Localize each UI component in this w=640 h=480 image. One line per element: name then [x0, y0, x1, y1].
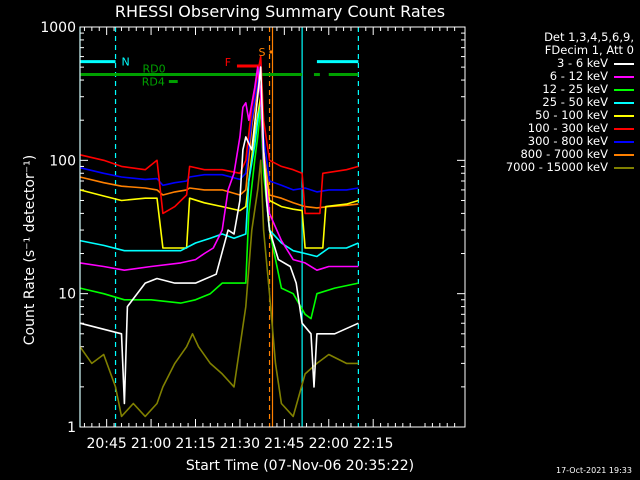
series-line: [79, 66, 359, 405]
legend-item: 3 - 6 keV: [482, 57, 634, 70]
flag-label: RD4: [142, 76, 165, 89]
legend-swatch: [614, 153, 634, 156]
y-tick-label: 1: [67, 420, 76, 436]
x-tick-label: 22:00: [309, 436, 349, 452]
legend-label: 800 - 7000 keV: [520, 147, 608, 161]
legend-item: 300 - 800 keV: [482, 135, 634, 148]
x-tick-label: 21:00: [131, 436, 171, 452]
legend-label: 25 - 50 keV: [542, 95, 608, 109]
flag-label: RD0: [142, 63, 165, 76]
legend-item: 800 - 7000 keV: [482, 148, 634, 161]
legend-header-2: FDecim 1, Att 0: [544, 43, 634, 57]
legend-label: 12 - 25 keV: [542, 82, 608, 96]
flag-label: S: [259, 46, 266, 59]
plot-frame: [79, 26, 466, 428]
legend-label: 6 - 12 keV: [549, 69, 608, 83]
series-line: [79, 55, 359, 215]
legend-swatch: [614, 114, 634, 117]
x-tick-label: 21:30: [220, 436, 260, 452]
legend-swatch: [614, 88, 634, 91]
y-tick-label: 10: [58, 287, 76, 303]
x-tick-label: 22:15: [353, 436, 393, 452]
legend-label: 7000 - 15000 keV: [505, 160, 608, 174]
series-line: [79, 159, 359, 418]
x-axis-label: Start Time (07-Nov-06 20:35:22): [186, 458, 414, 474]
legend-label: 3 - 6 keV: [557, 56, 608, 70]
legend-label: 300 - 800 keV: [527, 134, 608, 148]
legend-swatch: [614, 127, 634, 130]
y-tick-label: 1000: [40, 20, 76, 36]
series-line: [79, 106, 359, 320]
x-tick-label: 21:45: [264, 436, 304, 452]
x-tick-label: 21:15: [175, 436, 215, 452]
series-line: [79, 68, 359, 209]
series-line: [79, 95, 359, 249]
legend-item: 12 - 25 keV: [482, 83, 634, 96]
series-line: [79, 104, 359, 258]
legend-swatch: [614, 140, 634, 143]
legend-item: 7000 - 15000 keV: [482, 161, 634, 174]
legend-swatch: [614, 62, 634, 65]
legend-item: 25 - 50 keV: [482, 96, 634, 109]
flag-label: F: [225, 56, 231, 69]
legend-label: 50 - 100 keV: [535, 108, 608, 122]
series-line: [79, 60, 359, 193]
y-axis-label: Count Rate (s⁻¹ detector⁻¹): [22, 155, 38, 345]
series-line: [79, 66, 359, 272]
chart-title: RHESSI Observing Summary Count Rates: [115, 2, 445, 21]
legend-label: 100 - 300 keV: [527, 121, 608, 135]
y-tick-label: 100: [49, 153, 76, 169]
legend-item: 100 - 300 keV: [482, 122, 634, 135]
legend: Det 1,3,4,5,6,9, FDecim 1, Att 0 3 - 6 k…: [482, 31, 634, 174]
legend-swatch: [614, 101, 634, 104]
legend-swatch: [614, 75, 634, 78]
legend-item: 6 - 12 keV: [482, 70, 634, 83]
x-tick-label: 20:45: [86, 436, 126, 452]
legend-swatch: [614, 166, 634, 169]
timestamp: 17-Oct-2021 19:33: [556, 466, 632, 475]
flag-label: N: [122, 56, 130, 69]
legend-header-1: Det 1,3,4,5,6,9,: [544, 30, 634, 44]
legend-item: 50 - 100 keV: [482, 109, 634, 122]
